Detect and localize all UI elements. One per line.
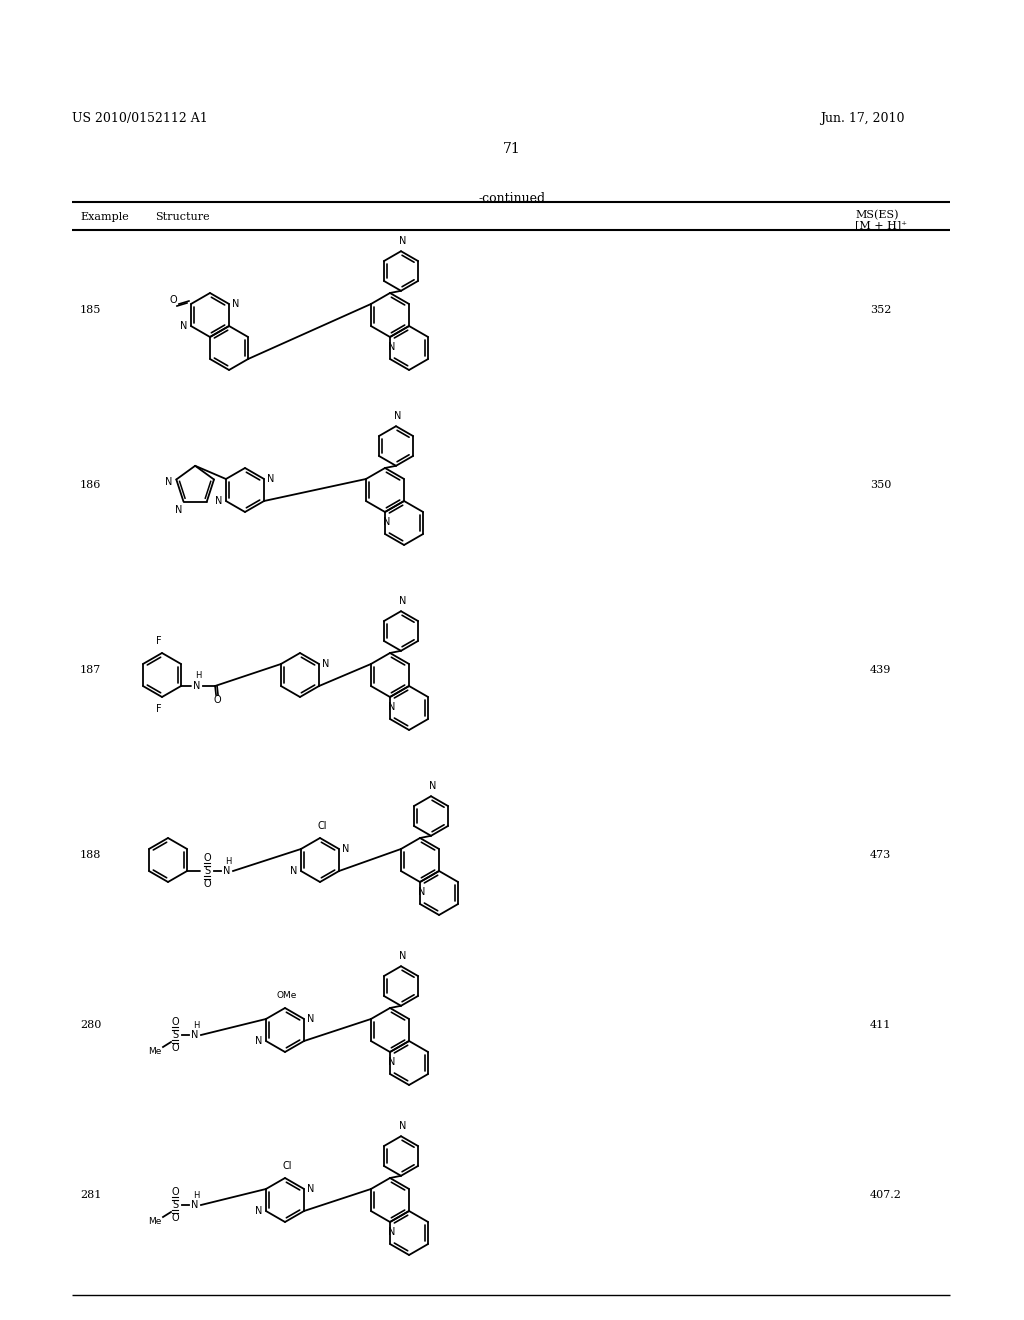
Text: 411: 411 (870, 1020, 891, 1030)
Text: 280: 280 (80, 1020, 101, 1030)
Text: N: N (399, 1121, 407, 1131)
Text: 439: 439 (870, 665, 891, 675)
Text: N: N (191, 1200, 199, 1210)
Text: O: O (171, 1043, 179, 1053)
Text: [M + H]⁺: [M + H]⁺ (855, 220, 907, 230)
Text: 473: 473 (870, 850, 891, 861)
Text: H: H (195, 672, 202, 681)
Text: H: H (193, 1191, 200, 1200)
Text: N: N (388, 702, 395, 711)
Text: N: N (399, 236, 407, 247)
Text: N: N (255, 1206, 262, 1216)
Text: 71: 71 (503, 143, 521, 156)
Text: 281: 281 (80, 1191, 101, 1200)
Text: 407.2: 407.2 (870, 1191, 902, 1200)
Text: N: N (388, 1057, 395, 1067)
Text: Me: Me (148, 1217, 162, 1225)
Text: N: N (399, 952, 407, 961)
Text: O: O (203, 879, 211, 888)
Text: S: S (172, 1030, 178, 1040)
Text: Me: Me (148, 1047, 162, 1056)
Text: O: O (203, 853, 211, 863)
Text: 350: 350 (870, 480, 891, 490)
Text: O: O (169, 294, 177, 305)
Text: N: N (165, 478, 172, 487)
Text: MS(ES): MS(ES) (855, 210, 898, 220)
Text: 352: 352 (870, 305, 891, 315)
Text: Cl: Cl (317, 821, 327, 832)
Text: O: O (213, 696, 221, 705)
Text: OMe: OMe (276, 990, 297, 999)
Text: 187: 187 (80, 665, 101, 675)
Text: -continued: -continued (478, 191, 546, 205)
Text: N: N (383, 517, 391, 527)
Text: N: N (215, 496, 222, 506)
Text: N: N (342, 843, 350, 854)
Text: N: N (191, 1030, 199, 1040)
Text: N: N (307, 1184, 314, 1195)
Text: N: N (394, 412, 401, 421)
Text: O: O (171, 1016, 179, 1027)
Text: 188: 188 (80, 850, 101, 861)
Text: N: N (232, 300, 240, 309)
Text: F: F (157, 636, 162, 645)
Text: Structure: Structure (155, 213, 210, 222)
Text: 185: 185 (80, 305, 101, 315)
Text: N: N (388, 1228, 395, 1237)
Text: F: F (157, 704, 162, 714)
Text: N: N (255, 1036, 262, 1045)
Text: N: N (175, 504, 182, 515)
Text: N: N (388, 342, 395, 352)
Text: H: H (193, 1020, 200, 1030)
Text: US 2010/0152112 A1: US 2010/0152112 A1 (72, 112, 208, 125)
Text: N: N (429, 781, 436, 791)
Text: S: S (204, 866, 210, 876)
Text: N: N (307, 1014, 314, 1024)
Text: 186: 186 (80, 480, 101, 490)
Text: N: N (323, 659, 330, 669)
Text: Example: Example (80, 213, 129, 222)
Text: S: S (172, 1200, 178, 1210)
Text: N: N (419, 887, 426, 898)
Text: Jun. 17, 2010: Jun. 17, 2010 (820, 112, 904, 125)
Text: O: O (171, 1187, 179, 1197)
Text: N: N (223, 866, 230, 876)
Text: N: N (267, 474, 274, 484)
Text: H: H (225, 857, 231, 866)
Text: Cl: Cl (283, 1162, 292, 1171)
Text: N: N (180, 321, 187, 331)
Text: N: N (290, 866, 298, 876)
Text: N: N (194, 681, 201, 690)
Text: N: N (399, 597, 407, 606)
Text: O: O (171, 1213, 179, 1224)
